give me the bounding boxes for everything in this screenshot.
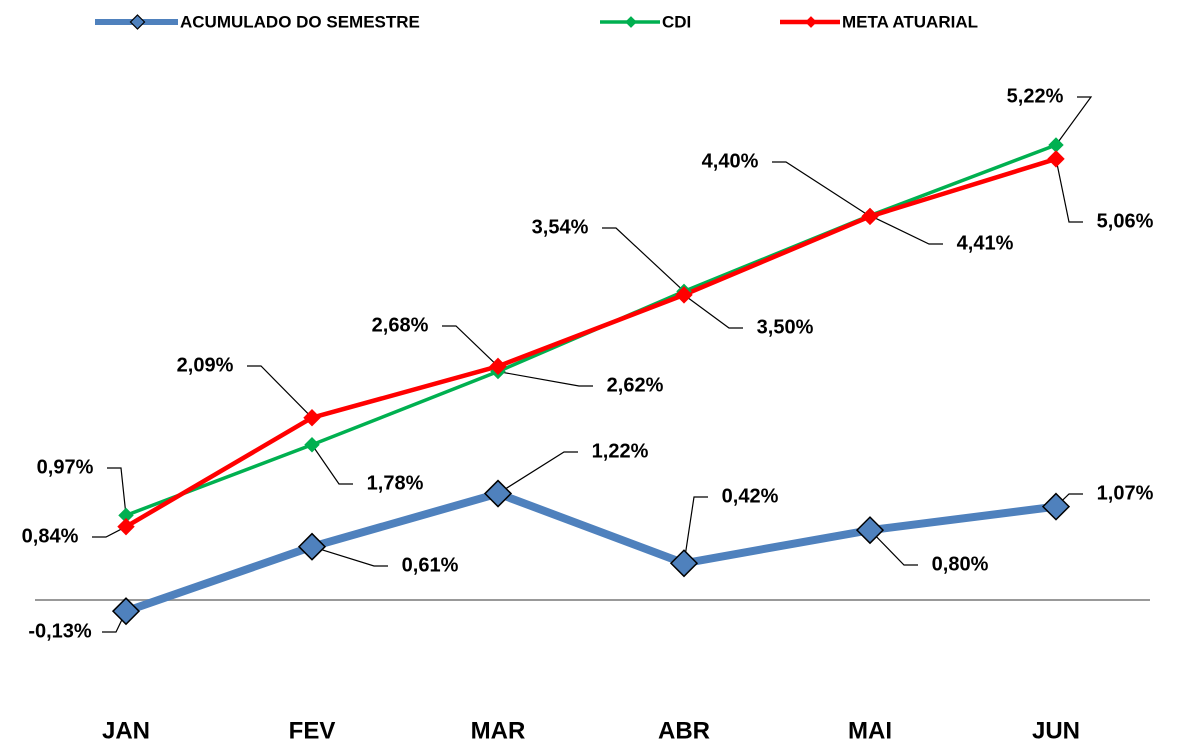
data-label: 4,40% [702, 150, 759, 172]
marker [1048, 137, 1064, 153]
leader-line [869, 529, 918, 566]
leader-line [442, 325, 499, 367]
leader-line [1055, 96, 1093, 146]
x-tick-label: MAR [471, 717, 526, 744]
data-label: 0,61% [402, 554, 459, 576]
data-label: -0,13% [28, 620, 92, 642]
data-label: 5,06% [1097, 210, 1154, 232]
leader-line [1055, 158, 1083, 223]
x-tick-label: JAN [102, 717, 150, 744]
data-label: 0,80% [932, 553, 989, 575]
data-label: 0,84% [22, 525, 79, 547]
data-label: 2,62% [607, 374, 664, 396]
data-label: 0,42% [722, 485, 779, 507]
x-tick-label: FEV [289, 717, 336, 744]
marker [1047, 150, 1065, 168]
series-line [124, 489, 1057, 615]
legend-marker [805, 16, 817, 28]
marker [855, 516, 885, 545]
leader-line [311, 444, 353, 485]
leader-line [497, 451, 578, 495]
leader-line [772, 161, 871, 217]
data-label: 4,41% [957, 232, 1014, 254]
marker [111, 597, 141, 626]
leader-line [311, 546, 388, 567]
marker [675, 286, 693, 304]
marker [483, 479, 513, 508]
leader-line [247, 365, 313, 419]
x-tick-label: ABR [658, 717, 710, 744]
data-label: 0,97% [37, 456, 94, 478]
data-label: 1,22% [592, 440, 649, 462]
leader-line [683, 496, 708, 564]
data-label: 2,09% [177, 354, 234, 376]
x-tick-label: JUN [1032, 717, 1080, 744]
legend-label: CDI [662, 12, 691, 31]
leader-line [497, 370, 593, 387]
leader-line [683, 294, 743, 329]
legend-marker [625, 16, 637, 28]
leader-line [107, 467, 127, 516]
marker [303, 409, 321, 427]
legend-label: ACUMULADO DO SEMESTRE [180, 12, 420, 31]
marker [304, 437, 320, 453]
leader-line [602, 227, 685, 292]
marker [669, 549, 699, 578]
marker [861, 207, 879, 226]
data-label: 5,22% [1007, 85, 1064, 107]
legend-label: META ATUARIAL [842, 12, 978, 31]
data-label: 3,50% [757, 316, 814, 338]
data-label: 1,07% [1097, 482, 1154, 504]
marker [117, 517, 135, 536]
legend-marker [129, 14, 146, 30]
leader-line [869, 215, 943, 245]
marker [1041, 492, 1071, 521]
marker [489, 357, 507, 376]
data-label: 3,54% [532, 216, 589, 238]
x-tick-label: MAI [848, 717, 892, 744]
data-label: 1,78% [367, 472, 424, 494]
series-line [124, 156, 1057, 529]
data-label: 2,68% [372, 314, 429, 336]
leader-line [92, 526, 127, 538]
marker [297, 532, 327, 561]
